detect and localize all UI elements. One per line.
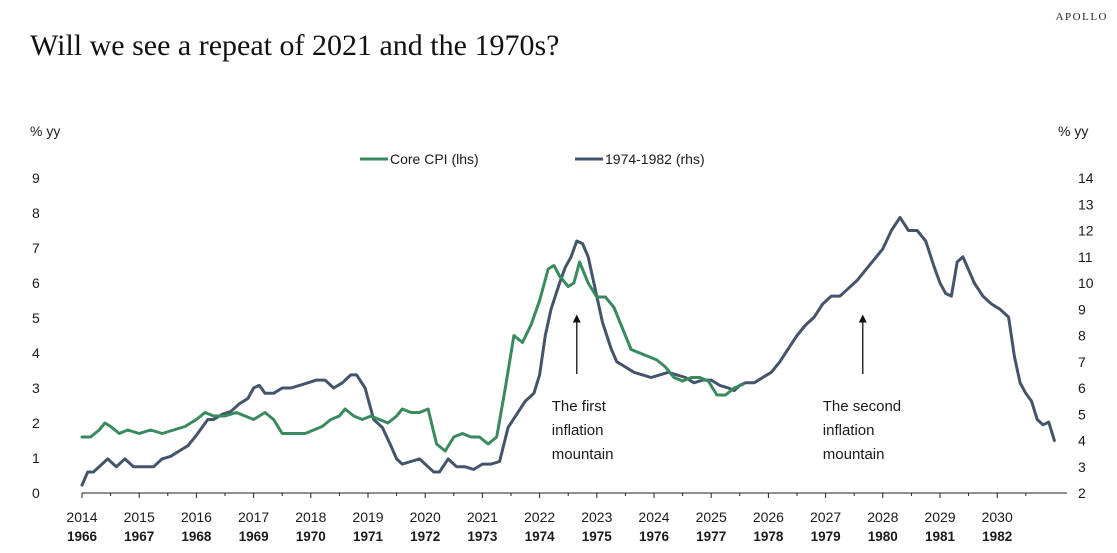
right-tick-label: 9 [1078, 301, 1086, 317]
right-tick-label: 14 [1078, 170, 1094, 186]
left-tick-label: 3 [32, 380, 40, 396]
x-tick-label-top: 2021 [467, 509, 498, 525]
legend-label-1974-1982: 1974-1982 (rhs) [605, 151, 705, 167]
x-tick-label-top: 2014 [66, 509, 97, 525]
annotation-text-line: mountain [823, 446, 885, 463]
right-tick-label: 6 [1078, 380, 1086, 396]
left-tick-label: 0 [32, 485, 40, 501]
series-line-core-cpi [80, 260, 745, 453]
x-tick-label-bottom: 1967 [124, 529, 154, 544]
right-tick-label: 7 [1078, 354, 1086, 370]
x-tick-label-top: 2019 [352, 509, 383, 525]
left-tick-label: 7 [32, 240, 40, 256]
x-tick-label-bottom: 1976 [639, 529, 670, 544]
right-axis-unit: % yy [1058, 123, 1088, 139]
annotation-text-line: mountain [552, 446, 614, 463]
x-tick-label-top: 2015 [124, 509, 155, 525]
legend-label-core-cpi: Core CPI (lhs) [390, 151, 479, 167]
x-tick-label-bottom: 1978 [753, 529, 784, 544]
x-tick-label-bottom: 1970 [296, 529, 326, 544]
left-tick-label: 5 [32, 310, 40, 326]
x-tick-label-top: 2024 [638, 509, 669, 525]
x-tick-label-bottom: 1977 [696, 529, 726, 544]
annotations: The first inflation mountain The second infl… [552, 314, 901, 463]
right-axis-ticks: 2 3 4 5 6 7 8 9 10 11 12 13 14 [1078, 170, 1094, 501]
left-tick-label: 4 [32, 345, 40, 361]
x-tick-label-top: 2023 [581, 509, 612, 525]
left-tick-label: 8 [32, 205, 40, 221]
x-tick-label-top: 2029 [924, 509, 955, 525]
x-tick-label-top: 2027 [810, 509, 841, 525]
right-tick-label: 2 [1078, 485, 1086, 501]
x-axis: 2014 1966 2015 1967 2016 1968 2017 1969 2018 1970… [66, 492, 1067, 544]
x-tick-label-top: 2017 [238, 509, 269, 525]
x-tick-label-top: 2022 [524, 509, 555, 525]
right-tick-label: 3 [1078, 459, 1086, 475]
x-tick-label-bottom: 1981 [925, 529, 956, 544]
annotation-second-mountain: The second inflation mountain [823, 314, 901, 463]
x-tick-label-bottom: 1971 [353, 529, 384, 544]
right-tick-label: 8 [1078, 328, 1086, 344]
x-tick-label-bottom: 1973 [467, 529, 498, 544]
annotation-arrow-head [858, 314, 867, 323]
x-tick-label-bottom: 1980 [868, 529, 898, 544]
left-tick-label: 1 [32, 450, 40, 466]
x-tick-label-top: 2016 [181, 509, 212, 525]
right-tick-label: 10 [1078, 275, 1094, 291]
left-tick-label: 6 [32, 275, 40, 291]
x-tick-label-bottom: 1975 [582, 529, 613, 544]
annotation-text-line: The first [552, 398, 607, 415]
x-tick-label-top: 2025 [696, 509, 727, 525]
x-tick-label-bottom: 1974 [525, 529, 556, 544]
chart-title: Will we see a repeat of 2021 and the 197… [30, 29, 559, 62]
right-tick-label: 4 [1078, 433, 1086, 449]
legend: Core CPI (lhs) 1974-1982 (rhs) [360, 151, 705, 167]
x-tick-label-top: 2028 [867, 509, 898, 525]
left-axis-ticks: 0 1 2 3 4 5 6 7 8 9 [32, 170, 40, 501]
x-tick-label-bottom: 1968 [181, 529, 212, 544]
annotation-text-line: inflation [823, 422, 875, 439]
series-line-1974-1982 [80, 215, 1056, 487]
right-tick-label: 13 [1078, 196, 1094, 212]
left-tick-label: 2 [32, 415, 40, 431]
right-tick-label: 12 [1078, 223, 1094, 239]
annotation-text-line: The second [823, 398, 901, 415]
annotation-first-mountain: The first inflation mountain [552, 314, 614, 463]
brand-logo: APOLLO [1056, 11, 1108, 23]
x-tick-label-bottom: 1979 [811, 529, 841, 544]
x-tick-label-top: 2026 [753, 509, 784, 525]
left-tick-label: 9 [32, 170, 40, 186]
right-tick-label: 11 [1078, 249, 1093, 265]
left-axis-unit: % yy [30, 123, 60, 139]
x-tick-label-bottom: 1969 [239, 529, 269, 544]
x-tick-label-bottom: 1966 [67, 529, 98, 544]
annotation-text-line: inflation [552, 422, 604, 439]
x-tick-label-top: 2030 [982, 509, 1013, 525]
annotation-arrow-head [572, 314, 581, 323]
x-tick-label-bottom: 1972 [410, 529, 440, 544]
x-tick-label-bottom: 1982 [982, 529, 1012, 544]
series-layer [80, 215, 1056, 487]
right-tick-label: 5 [1078, 406, 1086, 422]
x-tick-label-top: 2018 [295, 509, 326, 525]
x-tick-label-top: 2020 [410, 509, 441, 525]
